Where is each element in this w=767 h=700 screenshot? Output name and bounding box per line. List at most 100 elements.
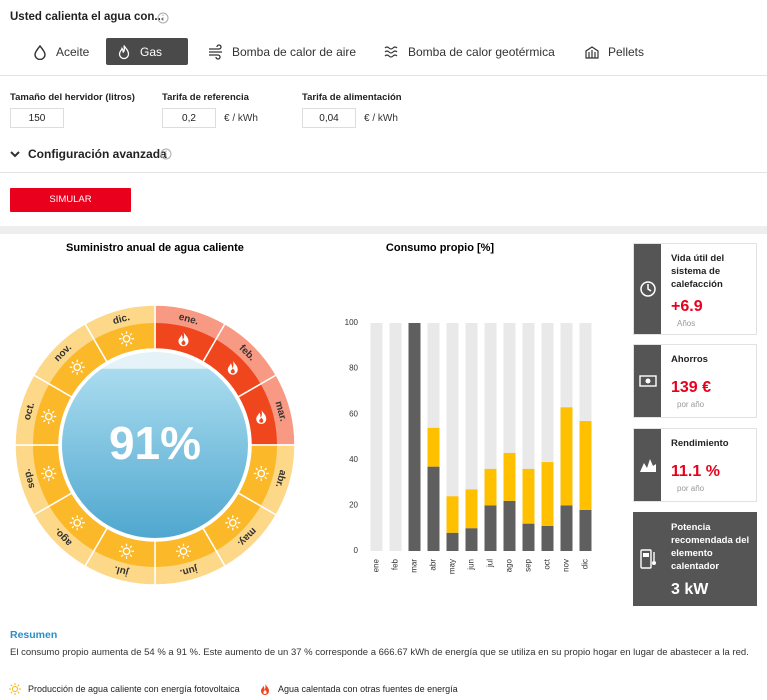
y-tick-label: 40	[349, 455, 358, 464]
sun-ray	[235, 517, 239, 520]
bar-segment	[579, 421, 592, 510]
sun-core	[228, 518, 237, 527]
card: Vida útil del sistema de calefacción +6.…	[633, 243, 757, 335]
month-label: abr.	[273, 469, 288, 489]
bar-segment	[484, 468, 497, 506]
month-label: sep.	[22, 467, 38, 489]
bar-segment	[427, 466, 440, 551]
sun-ray	[71, 525, 75, 529]
card-unit: Años	[677, 319, 696, 328]
sun-ray	[120, 332, 124, 336]
card-title: Rendimiento	[671, 438, 729, 449]
sun-core	[44, 469, 53, 478]
input-field[interactable]: 150	[10, 108, 64, 128]
tab[interactable]: Aceite	[22, 38, 99, 65]
sun-ray	[186, 554, 190, 558]
sun-icon	[69, 515, 85, 531]
sun-ray	[10, 684, 13, 687]
month-label: ene.	[178, 312, 200, 328]
input-label: Tarifa de referencia	[162, 92, 249, 103]
sun-icon	[41, 465, 57, 481]
summary-text: El consumo propio aumenta de 54 % a 91 %…	[10, 647, 749, 658]
bar-segment	[541, 525, 554, 551]
bar-segment	[541, 462, 554, 526]
chevron[interactable]	[9, 149, 21, 159]
tab[interactable]: Pellets	[574, 38, 654, 65]
tab-label: Bomba de calor geotérmica	[408, 44, 555, 59]
tab[interactable]: Bomba de calor de aire	[198, 38, 366, 65]
y-tick-label: 80	[349, 364, 358, 373]
sun-core	[44, 412, 53, 421]
card-title: Vida útil del sistema de calefacción	[671, 253, 725, 290]
x-tick-label: dic	[581, 559, 590, 569]
section-band	[0, 226, 767, 234]
simulate-button[interactable]: SIMULAR	[10, 188, 131, 212]
card-value: 11.1 %	[671, 463, 720, 480]
sun-icon	[69, 359, 85, 375]
legend-icon	[261, 683, 269, 695]
bar-track	[370, 323, 383, 551]
flame-icon	[256, 409, 267, 425]
y-tick-label: 100	[345, 318, 359, 327]
info-icon[interactable]	[157, 12, 169, 24]
x-tick-label: sep	[524, 558, 533, 571]
sun-ray	[80, 361, 83, 365]
input-field[interactable]: 0,2	[162, 108, 216, 128]
tab[interactable]: Bomba de calor geotérmica	[374, 38, 565, 65]
sun-ray	[235, 525, 239, 529]
divider	[0, 172, 767, 173]
input-unit: € / kWh	[224, 113, 258, 124]
sun-ray	[255, 467, 259, 471]
sun-ray	[71, 361, 75, 365]
card: Potencia recomendada del elemento calent…	[633, 512, 757, 606]
x-tick-label: nov	[562, 559, 571, 572]
x-tick-label: ago	[505, 558, 514, 572]
legend-label: Producción de agua caliente con energía …	[28, 684, 240, 694]
card: Ahorros 139 € por año	[633, 344, 757, 418]
sun-ray	[51, 476, 55, 480]
question: Usted calienta el agua con...	[10, 11, 165, 23]
card-unit: por año	[677, 400, 705, 409]
sun-ray	[51, 467, 55, 471]
advanced-toggle[interactable]: Configuración avanzada	[28, 147, 167, 161]
input-field[interactable]: 0,04	[302, 108, 356, 128]
tab[interactable]: Gas	[106, 38, 188, 65]
sun-icon	[253, 465, 269, 481]
month-label: mar.	[272, 400, 288, 423]
x-tick-label: may	[448, 559, 457, 574]
sun-ray	[129, 545, 133, 549]
summary-title: Resumen	[10, 629, 58, 641]
bar-segment	[560, 505, 573, 551]
divider	[0, 75, 767, 76]
info-icon[interactable]	[160, 148, 172, 160]
sun-ray	[80, 517, 83, 520]
sun-icon	[175, 543, 191, 559]
x-tick-label: abr	[429, 559, 438, 571]
sun-ray	[51, 410, 55, 414]
chart-title: Suministro anual de agua caliente	[66, 242, 244, 254]
month-label: jul.	[113, 563, 131, 578]
flame-icon	[261, 683, 269, 695]
flame-icon	[227, 360, 238, 375]
card-unit: por año	[677, 484, 705, 493]
bar-segment	[579, 509, 592, 551]
sun-ray	[51, 419, 55, 423]
bar-track	[446, 323, 459, 551]
y-tick-label: 60	[349, 409, 358, 418]
card-value: 3 kW	[671, 581, 709, 598]
sun-core	[179, 547, 188, 556]
sun-ray	[129, 341, 133, 345]
bar-segment	[484, 505, 497, 551]
bar-track	[389, 323, 402, 551]
flame-icon	[178, 331, 189, 347]
y-tick-label: 20	[349, 501, 358, 510]
sun-ray	[186, 545, 190, 549]
sun-ray	[255, 476, 259, 480]
sun-ray	[42, 419, 46, 423]
bar-segment	[427, 427, 440, 467]
bar-segment	[446, 496, 459, 533]
bar-segment	[503, 500, 516, 551]
sun-ray	[80, 525, 83, 529]
label-band	[15, 305, 295, 585]
x-tick-label: mar	[410, 559, 419, 573]
